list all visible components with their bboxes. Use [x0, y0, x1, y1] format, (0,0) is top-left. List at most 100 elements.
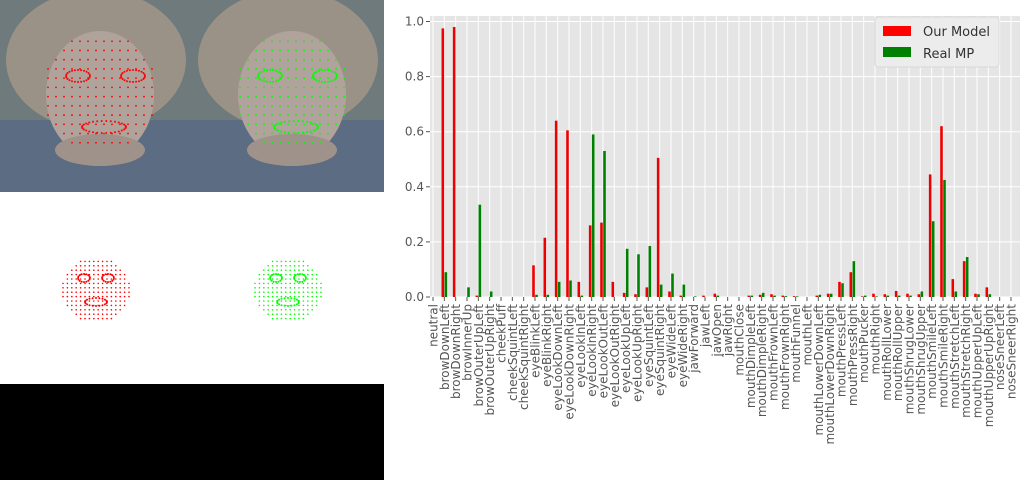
mesh-dot	[62, 287, 64, 289]
landmark-dot	[255, 95, 257, 98]
landmark-dot	[287, 58, 289, 61]
mesh-eye-dot	[275, 281, 277, 283]
landmark-dot	[247, 104, 249, 107]
bar-our-model-mouthLowerDownLeft	[815, 295, 819, 297]
bar-our-model-browDownRight	[452, 27, 456, 298]
mesh-dot	[110, 300, 113, 302]
mesh-dot	[289, 273, 291, 276]
x-tick-label: eyeSquintLeft	[642, 304, 656, 387]
landmark-dot	[303, 86, 305, 89]
bar-real-mp-eyeLookUpLeft	[625, 248, 629, 297]
x-tick-label: eyeWideRight	[676, 304, 690, 388]
landmark-dot	[319, 40, 321, 43]
mesh-dot	[258, 273, 261, 276]
mesh-dot	[298, 291, 300, 293]
landmark-dot	[119, 40, 121, 43]
mesh-dot	[311, 278, 313, 280]
eye-landmark	[88, 76, 91, 79]
landmark-dot	[271, 95, 273, 98]
mesh-dot	[75, 287, 77, 289]
mouth-landmark	[124, 127, 127, 130]
bar-real-mp-mouthUpperUpLeft	[977, 294, 980, 297]
mesh-dot	[84, 317, 86, 320]
bar-real-mp-mouthStretchRight	[965, 257, 969, 297]
bar-real-mp-browOuterUpLeft	[478, 204, 482, 297]
mesh-dot	[110, 313, 113, 315]
mesh-eye-dot	[301, 280, 304, 283]
mouth-landmark	[288, 131, 291, 134]
bar-real-mp-mouthLowerDownLeft	[818, 294, 822, 297]
eye-landmark	[132, 69, 134, 71]
landmark-dot	[295, 141, 297, 144]
mesh-dot	[84, 287, 86, 289]
mesh-eye-dot	[293, 278, 296, 281]
bar-our-model-mouthPressRight	[849, 272, 853, 297]
mesh-dot	[84, 309, 86, 311]
eye-landmark	[263, 80, 265, 83]
landmark-dot	[87, 68, 89, 70]
mesh-dot	[84, 278, 86, 280]
mouth-landmark	[312, 122, 315, 125]
mesh-dot	[271, 269, 274, 271]
landmark-dot	[103, 104, 105, 107]
mesh-dot	[276, 291, 278, 293]
landmark-dot	[135, 114, 137, 116]
mesh-dot	[263, 300, 265, 302]
landmark-dot	[103, 95, 105, 98]
mesh-dot	[267, 265, 269, 267]
landmark-dot	[247, 77, 249, 80]
mesh-dot	[101, 309, 104, 311]
bar-our-model-mouthRollLower	[883, 294, 887, 297]
mouth-landmark	[309, 121, 312, 124]
landmark-dot	[303, 68, 305, 70]
landmark-dot	[79, 123, 81, 126]
landmark-dot	[87, 86, 89, 89]
x-tick-label: mouthLowerDownRight	[823, 304, 837, 445]
mesh-dot	[271, 300, 274, 302]
mesh-dot	[298, 278, 300, 280]
mesh-dot	[66, 304, 69, 307]
mesh-dot	[71, 282, 73, 285]
landmark-dot	[151, 68, 153, 70]
mesh-dot	[93, 260, 95, 263]
mesh-dot	[271, 260, 274, 263]
mesh-dot	[302, 282, 305, 285]
x-tick-label: mouthDimpleRight	[755, 304, 769, 417]
mesh-dot	[71, 269, 73, 271]
landmark-dot	[311, 86, 313, 89]
mesh-dot	[101, 291, 104, 293]
mesh-dot	[93, 282, 95, 285]
mesh-dot	[119, 304, 121, 307]
landmark-dot	[143, 68, 145, 70]
mesh-eye-dot	[77, 275, 80, 278]
bar-real-mp-eyeLookInLeft	[580, 295, 584, 297]
mesh-dot	[298, 317, 300, 320]
mesh-dot	[271, 309, 274, 311]
landmark-dot	[319, 104, 321, 107]
landmark-dot	[295, 95, 297, 98]
eye-landmark	[87, 78, 90, 80]
mesh-dot	[106, 317, 108, 320]
mesh-dot	[128, 282, 130, 285]
x-tick-label: eyeLookInRight	[585, 304, 599, 397]
mesh-dot	[267, 291, 269, 293]
mesh-dot	[315, 304, 318, 307]
mesh-dot	[307, 291, 309, 293]
mesh-eye-dot	[269, 278, 272, 281]
mesh-dot	[311, 304, 313, 307]
mesh-eye-dot	[88, 278, 91, 281]
mesh-dot	[302, 265, 305, 267]
mesh-dot	[289, 313, 291, 315]
mesh-dot	[285, 309, 287, 311]
eye-landmark	[126, 69, 128, 72]
x-tick-label: mouthStretchRight	[959, 304, 973, 418]
landmark-dot	[103, 49, 105, 52]
landmark-points	[47, 40, 153, 144]
mesh-dot	[267, 309, 269, 311]
mesh-eye-dot	[85, 273, 88, 276]
eye-landmark	[143, 76, 146, 79]
mesh-dot	[66, 282, 69, 285]
landmark-dot	[119, 141, 121, 144]
mesh-dot	[115, 269, 117, 271]
landmark-dot	[135, 132, 137, 135]
